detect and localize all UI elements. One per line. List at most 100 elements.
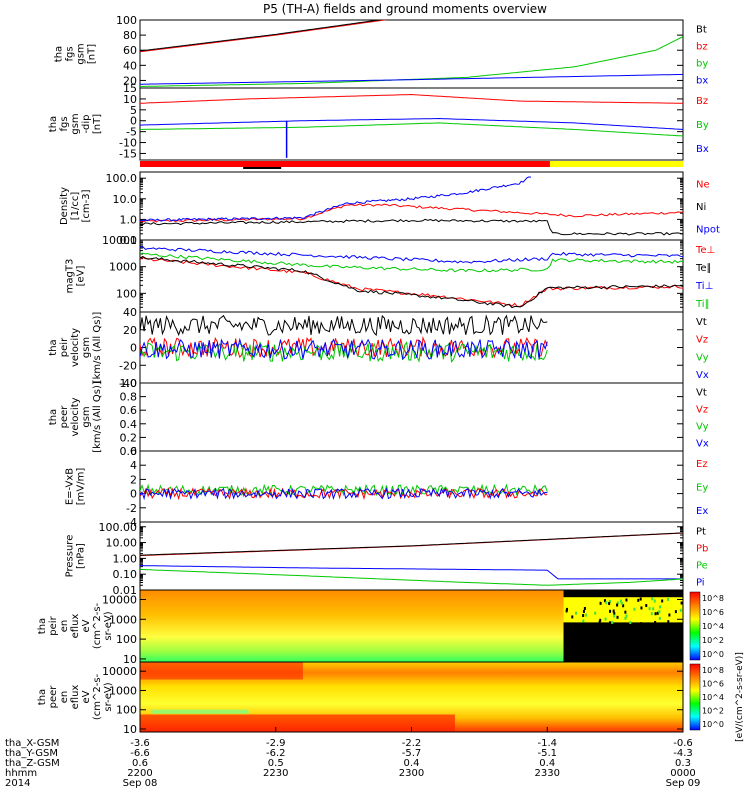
y-tick-label: 10.00	[106, 537, 138, 550]
y-axis-label: peer	[59, 405, 70, 429]
x-axis-row-label: tha_X-GSM	[5, 738, 59, 749]
y-tick-label: -40	[119, 377, 137, 390]
series-line-Ex	[140, 487, 548, 501]
y-axis-label: (cm^2-s-	[92, 602, 103, 649]
series-line-Ne	[140, 203, 683, 223]
y-tick-label: 80	[123, 29, 137, 42]
series-line-Npot	[140, 176, 532, 222]
heatmap-speckle	[622, 604, 625, 608]
heatmap-speckle	[608, 601, 611, 605]
legend-label: By	[696, 120, 709, 131]
y-tick-label: 40	[123, 59, 137, 72]
panel-pressure: 100.00 10.00 1.00 0.10 0.01 Pressure [nPa] Pt Pb…	[65, 521, 709, 597]
y-tick-label: 0.0	[120, 445, 138, 458]
x-axis-value: Sep 08	[123, 778, 158, 789]
x-axis-value: -5.1	[537, 748, 557, 759]
legend-label: Bx	[696, 144, 709, 155]
heatmap-speckle	[609, 609, 612, 613]
legend-label: Pi	[696, 578, 705, 589]
x-axis-value: 0.4	[404, 758, 420, 769]
y-tick-label: 0	[130, 488, 137, 501]
y-tick-label: 1000	[109, 261, 137, 274]
series-line-Pt	[140, 532, 683, 556]
series-line-Ni	[140, 218, 683, 236]
heatmap-speckle	[637, 598, 640, 602]
y-tick-label: 1.0	[120, 377, 138, 390]
heatmap-void-region	[563, 622, 683, 662]
legend-label: Vt	[696, 317, 707, 328]
y-tick-label: 10000	[102, 665, 137, 678]
heatmap-speckle	[668, 613, 671, 617]
legend-label: Vx	[696, 439, 709, 450]
heatmap-speckle	[658, 616, 661, 620]
y-tick-label: 0.8	[120, 391, 138, 404]
heatmap-speckle	[648, 607, 651, 611]
heatmap-speckle	[571, 615, 574, 619]
heatmap-speckle	[625, 614, 628, 618]
heatmap-speckle	[616, 603, 619, 607]
series-line-Ey	[140, 483, 548, 497]
heatmap-speckle	[598, 620, 601, 624]
x-axis-value: 0.5	[268, 758, 284, 769]
y-axis-label: sr-eV)	[103, 682, 114, 711]
y-tick-label: 20	[123, 324, 137, 337]
mode-bar-marker	[243, 167, 282, 169]
panel-frame	[139, 382, 684, 452]
heatmap-speckle	[639, 622, 642, 626]
heatmap-speckle	[605, 601, 608, 605]
colorbar-tick-label: 10^8	[702, 594, 724, 603]
y-tick-label: 1.0	[120, 213, 138, 226]
colorbar-label: [eV/(cm^2-s-sr-eV)]	[735, 652, 745, 742]
colorbar: 10^8 10^6 10^4 10^2 10^0	[689, 663, 724, 731]
colorbar-tick-label: 10^6	[702, 608, 724, 617]
heatmap-speckle	[604, 617, 607, 621]
y-axis-label: eV	[81, 619, 92, 632]
heatmap-speckle	[620, 601, 623, 605]
x-axis-row-label: tha_Y-GSM	[5, 748, 58, 759]
y-axis-label: [eV]	[76, 266, 87, 287]
y-axis-label: peer	[48, 685, 59, 709]
x-axis-value: -3.6	[130, 738, 150, 749]
y-axis-label: (cm^2-s-	[92, 673, 103, 720]
heatmap-speckle	[616, 601, 619, 605]
x-axis-value: 0.4	[539, 758, 555, 769]
heatmap-speckle	[674, 610, 677, 614]
y-axis-label: sr-eV)	[103, 611, 114, 640]
y-axis-label: [mV/m]	[76, 468, 87, 506]
heatmap-hot-band	[140, 662, 303, 680]
heatmap-speckle	[575, 611, 578, 615]
heatmap-speckle	[661, 599, 664, 603]
legend-label: Npot	[696, 225, 720, 236]
series-group	[140, 532, 683, 586]
legend-label: Ti⊥	[695, 281, 713, 292]
heatmap-speckle	[625, 598, 628, 602]
colorbar-tick-label: 10^0	[702, 720, 724, 729]
heatmap-speckle	[603, 599, 606, 603]
legend-label: Vx	[696, 370, 709, 381]
heatmap-speckle	[582, 619, 585, 623]
y-tick-label: 1000	[109, 613, 137, 626]
heatmap-void-top	[563, 590, 683, 598]
y-axis-label: velocity	[70, 397, 81, 436]
series-group	[140, 20, 683, 87]
y-axis-label: tha	[37, 689, 48, 705]
y-tick-label: -15	[119, 147, 137, 160]
x-axis-row-label: tha_Z-GSM	[5, 758, 60, 769]
y-axis-label: [nPa]	[76, 543, 87, 569]
series-line-Ti⊥	[140, 252, 683, 273]
heatmap-speckle	[609, 621, 612, 625]
heatmap-speckle	[666, 597, 669, 601]
y-tick-label: 4	[130, 459, 137, 472]
y-tick-label: 0	[130, 115, 137, 128]
colorbar-tick-label: 10^2	[702, 636, 724, 645]
y-tick-label: -10	[119, 137, 137, 150]
y-axis-label: tha	[54, 46, 65, 62]
panel-frame	[139, 450, 684, 523]
heatmap-speckle	[651, 597, 654, 601]
y-axis-label: gsm	[81, 406, 92, 427]
y-tick-label: 40	[123, 306, 137, 319]
series-line-Bt	[140, 20, 388, 53]
x-axis-value: 0.6	[132, 758, 148, 769]
y-tick-label: 100.0	[106, 172, 138, 185]
heatmap-speckle	[582, 609, 585, 613]
